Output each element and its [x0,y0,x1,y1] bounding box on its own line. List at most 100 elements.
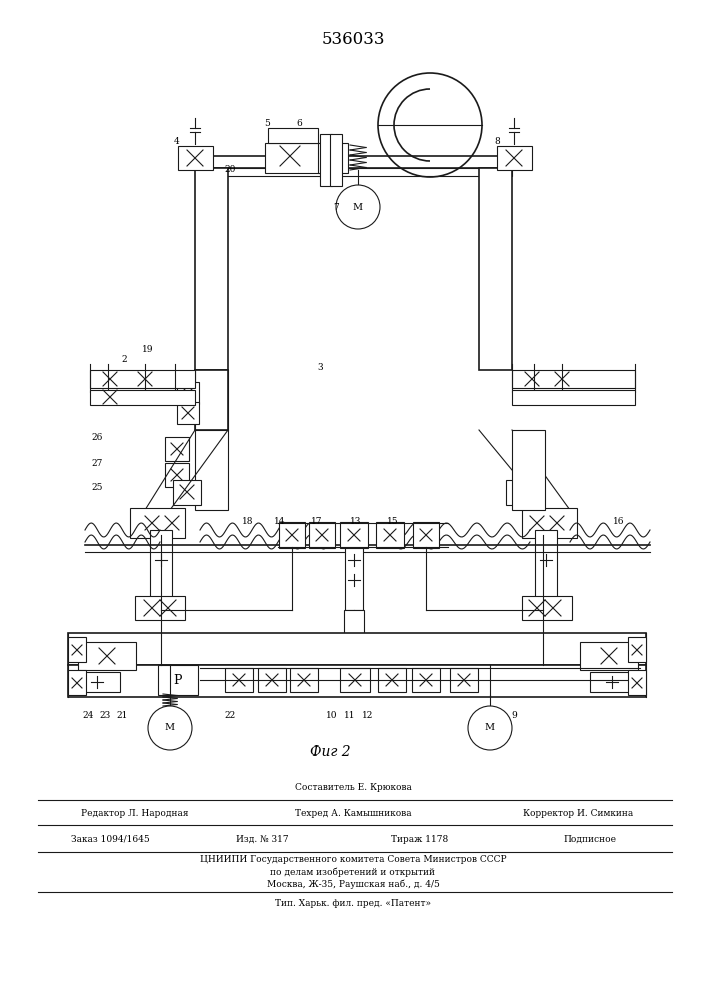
Bar [135,596,185,620]
Text: Корректор И. Симкина: Корректор И. Симкина [523,808,633,818]
Circle shape [468,706,512,750]
Bar [345,545,363,610]
Bar [590,672,635,692]
Bar [340,522,368,548]
Text: 5: 5 [264,119,270,128]
Bar [78,642,136,670]
Bar [522,596,572,620]
Circle shape [336,185,380,229]
Bar [290,668,318,692]
Text: 24: 24 [82,712,94,720]
Text: 18: 18 [243,518,254,526]
Bar [195,430,228,510]
Bar [518,463,542,487]
Bar [258,668,286,692]
Bar [90,390,195,405]
Bar [340,668,370,692]
Text: М: М [353,202,363,212]
Text: 11: 11 [344,712,356,720]
Bar [628,637,646,662]
Text: Редактор Л. Народная: Редактор Л. Народная [81,808,189,818]
Text: 23: 23 [100,712,110,720]
Text: М: М [165,724,175,732]
Text: 16: 16 [613,518,625,526]
Bar [309,522,335,548]
Bar [68,670,86,695]
Bar [518,437,542,461]
Bar [512,370,635,388]
Bar [68,665,646,697]
Bar [512,430,545,510]
Text: Изд. № 317: Изд. № 317 [235,834,288,844]
Bar [497,146,532,170]
Bar [158,665,198,695]
Text: 14: 14 [274,518,286,526]
Text: Фиг 2: Фиг 2 [310,745,350,759]
Bar [165,463,189,487]
Bar [195,168,228,370]
Bar [344,610,364,660]
Bar [412,668,440,692]
Bar [90,370,195,388]
Text: 26: 26 [91,432,103,442]
Text: 8: 8 [494,137,500,146]
Text: 22: 22 [224,712,235,720]
Text: Подписное: Подписное [563,834,617,844]
Text: 12: 12 [362,712,374,720]
Text: 20: 20 [224,165,235,174]
Text: Тип. Харьк. фил. пред. «Патент»: Тип. Харьк. фил. пред. «Патент» [275,900,431,908]
Text: 3: 3 [317,362,323,371]
Bar [75,672,120,692]
Bar [279,522,305,548]
Bar [506,480,534,505]
Text: по делам изобретений и открытий: по делам изобретений и открытий [271,867,436,877]
Bar [413,522,439,548]
Text: 19: 19 [142,346,153,355]
Bar [535,530,557,610]
Text: Составитель Е. Крюкова: Составитель Е. Крюкова [295,782,411,792]
Bar [150,530,172,610]
Bar [378,668,406,692]
Bar [173,480,201,505]
Bar [265,143,320,173]
Text: Тираж 1178: Тираж 1178 [392,834,449,844]
Text: 9: 9 [511,712,517,720]
Text: ЦНИИПИ Государственного комитета Совета Министров СССР: ЦНИИПИ Государственного комитета Совета … [199,856,506,864]
Bar [177,402,199,424]
Text: 10: 10 [326,712,338,720]
Bar [130,508,185,538]
Text: 15: 15 [387,518,399,526]
Text: 17: 17 [311,518,323,526]
Bar [178,146,213,170]
Bar [68,633,646,665]
Bar [330,134,342,186]
Bar [195,156,512,168]
Bar [225,668,253,692]
Text: Москва, Ж-35, Раушская наб., д. 4/5: Москва, Ж-35, Раушская наб., д. 4/5 [267,879,440,889]
Circle shape [148,706,192,750]
Bar [628,670,646,695]
Text: 13: 13 [350,518,362,526]
Text: 4: 4 [174,137,180,146]
Text: 21: 21 [117,712,128,720]
Bar [195,370,228,430]
Bar [318,143,348,173]
Bar [512,390,635,405]
Bar [177,382,199,404]
Bar [195,168,512,176]
Bar [165,437,189,461]
Text: 2: 2 [121,356,127,364]
Text: 536033: 536033 [321,31,385,48]
Bar [580,642,638,670]
Bar [450,668,478,692]
Bar [479,168,512,370]
Bar [268,128,318,143]
Bar [376,522,404,548]
Text: 6: 6 [296,119,302,128]
Text: 7: 7 [333,204,339,213]
Bar [68,637,86,662]
Text: P: P [174,674,182,686]
Text: Техред А. Камышникова: Техред А. Камышникова [295,808,411,818]
Bar [320,134,332,186]
Text: 27: 27 [91,458,103,468]
